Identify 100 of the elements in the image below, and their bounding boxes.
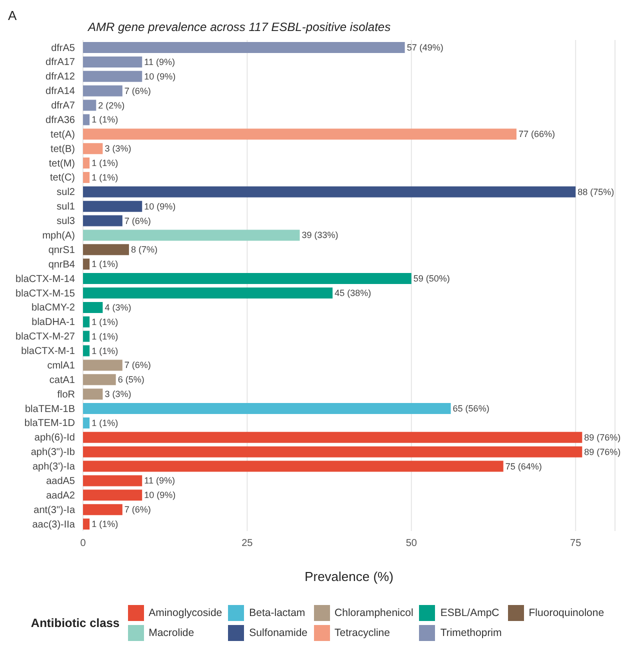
y-tick-label: aac(3)-IIa <box>32 519 76 530</box>
data-label: 4 (3%) <box>104 302 132 312</box>
data-label: 10 (9%) <box>144 201 176 212</box>
data-label: 6 (5%) <box>118 374 144 385</box>
legend-label: Beta-lactam <box>248 606 306 621</box>
x-tick-label: 0 <box>80 538 86 550</box>
y-tick-label: mph(A) <box>42 230 75 242</box>
bar <box>83 374 116 386</box>
bar <box>83 460 504 472</box>
y-tick-label: sul3 <box>56 216 76 228</box>
bar <box>83 244 129 256</box>
bar <box>83 490 142 501</box>
data-label: 1 (1%) <box>92 316 118 327</box>
bar <box>83 114 90 126</box>
x-tick-label: 50 <box>406 538 418 550</box>
y-tick-label: blaCMY-2 <box>31 302 76 314</box>
data-label: 7 (6%) <box>124 504 151 515</box>
bar <box>83 100 96 111</box>
y-tick-label: tet(B) <box>50 144 75 155</box>
data-label: 65 (56%) <box>452 404 490 414</box>
legend-label: ESBL/AmpC <box>439 606 500 621</box>
bar <box>83 85 122 96</box>
y-tick-label: sul2 <box>56 187 76 198</box>
y-tick-label: sul1 <box>56 202 76 213</box>
data-label: 11 (9%) <box>144 56 175 67</box>
data-label: 75 (64%) <box>505 461 542 472</box>
bar <box>83 345 90 356</box>
y-tick-label: aadA2 <box>46 490 76 502</box>
data-label: 89 (76%) <box>584 446 621 457</box>
data-label: 39 (33%) <box>302 230 338 240</box>
y-tick-label: aph(3')-Ia <box>32 462 76 473</box>
bar <box>83 288 333 298</box>
legend-label: Trimethoprim <box>439 626 502 641</box>
bar <box>83 417 90 428</box>
y-tick-label: blaCTX-M-27 <box>16 332 76 343</box>
data-label: 10 (9%) <box>144 71 176 82</box>
y-tick-label: dfrA7 <box>51 100 76 112</box>
y-tick-label: blaTEM-1D <box>24 418 75 430</box>
y-tick-label: blaTEM-1B <box>24 404 76 415</box>
data-label: 1 (1%) <box>92 259 118 270</box>
bar <box>83 258 90 270</box>
legend-label: Macrolide <box>148 626 196 641</box>
bar <box>83 388 103 400</box>
text: A <box>8 8 17 23</box>
y-tick-label: tet(M) <box>48 158 75 170</box>
data-label: 77 (66%) <box>518 129 556 140</box>
y-tick-label: catA1 <box>49 374 76 386</box>
y-tick-label: floR <box>57 389 75 400</box>
data-label: 1 (1%) <box>92 331 118 342</box>
bar <box>83 302 103 313</box>
y-tick-label: cmlA1 <box>47 360 76 372</box>
x-tick-label: 25 <box>242 538 254 550</box>
x-tick-label: 75 <box>570 538 582 550</box>
bar <box>83 186 576 198</box>
data-label: 59 (50%) <box>413 274 450 284</box>
x-axis-title: Prevalence (%) <box>304 569 394 584</box>
y-tick-label: dfrA14 <box>46 86 76 98</box>
bar <box>83 70 142 82</box>
bar <box>83 330 90 342</box>
y-tick-label: dfrA17 <box>46 57 76 68</box>
data-label: 1 (1%) <box>92 418 118 428</box>
legend-title: Antibiotic class <box>30 616 120 630</box>
bar <box>83 504 122 516</box>
y-tick-label: qnrS1 <box>48 244 76 256</box>
y-tick-label: dfrA12 <box>46 72 76 83</box>
y-tick-label: aadA5 <box>46 476 76 488</box>
bar <box>83 42 405 53</box>
y-tick-label: ant(3")-Ia <box>34 504 76 516</box>
bar <box>83 200 142 212</box>
data-label: 7 (6%) <box>124 216 151 226</box>
y-tick-label: dfrA36 <box>46 114 76 126</box>
data-label: 1 (1%) <box>92 519 118 530</box>
data-label: 7 (6%) <box>124 360 151 370</box>
data-label: 11 (9%) <box>144 476 175 486</box>
data-label: 3 (3%) <box>104 144 132 154</box>
bar <box>83 273 412 284</box>
bar <box>83 360 122 371</box>
data-label: 2 (2%) <box>98 100 125 110</box>
legend-label: Sulfonamide <box>248 626 308 641</box>
legend-label: Fluoroquinolone <box>528 606 604 621</box>
bar <box>83 518 90 530</box>
data-label: 1 (1%) <box>92 114 118 125</box>
y-tick-label: tet(A) <box>50 129 75 140</box>
y-tick-label: aph(6)-Id <box>34 432 75 444</box>
y-tick-label: blaCTX-M-15 <box>16 288 76 300</box>
data-label: 1 (1%) <box>92 158 118 168</box>
data-label: 45 (38%) <box>334 288 372 298</box>
bar <box>83 446 582 458</box>
legend-label: Chloramphenicol <box>334 606 414 621</box>
bar <box>83 172 90 183</box>
data-label: 3 (3%) <box>104 389 132 400</box>
y-tick-label: blaCTX-M-14 <box>16 274 76 285</box>
bar <box>83 158 90 169</box>
bar <box>83 316 90 328</box>
bar <box>83 230 300 241</box>
y-tick-label: qnrB4 <box>48 259 76 270</box>
bar <box>83 56 142 68</box>
y-tick-label: tet(C) <box>50 172 75 184</box>
bar <box>83 403 451 414</box>
bar <box>83 128 516 140</box>
